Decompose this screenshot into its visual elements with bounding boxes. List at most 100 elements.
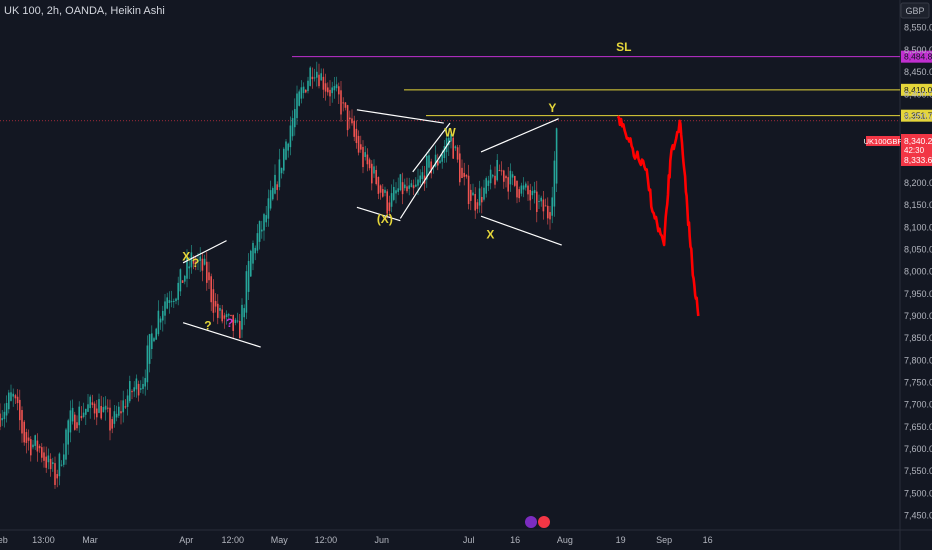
- candle-body: [12, 393, 14, 397]
- candle-body: [474, 193, 476, 211]
- candle-body: [470, 189, 472, 201]
- candle-body: [192, 259, 195, 264]
- y-tick-label: 8,400.0: [904, 89, 932, 99]
- candle-body: [252, 242, 254, 264]
- candle-body: [500, 170, 503, 172]
- level-tag: [901, 50, 932, 63]
- dividend-icon[interactable]: [525, 516, 537, 528]
- candle-body: [230, 314, 232, 316]
- candle-body: [164, 301, 166, 316]
- y-tick-label: 8,450.0: [904, 67, 932, 77]
- candle-body: [408, 185, 410, 189]
- candle-body: [465, 174, 468, 177]
- level-label: 8,484.8: [904, 52, 932, 62]
- y-tick-label: 8,500.0: [904, 45, 932, 55]
- wave-label: X: [182, 250, 190, 264]
- candle-body: [529, 189, 531, 201]
- candle-body: [208, 272, 210, 281]
- candle-body: [175, 298, 177, 302]
- candle-body: [91, 402, 94, 405]
- last-price: 8,340.2: [904, 136, 932, 146]
- candle-body: [155, 328, 157, 340]
- candle-body: [124, 406, 127, 408]
- candle-body: [533, 190, 536, 194]
- candle-body: [98, 399, 100, 413]
- candle-body: [555, 128, 558, 184]
- wave-label: ?: [192, 256, 199, 270]
- candle-body: [269, 190, 272, 209]
- candle-body: [481, 196, 483, 203]
- candle-body: [232, 314, 234, 331]
- candle-body: [421, 172, 424, 180]
- currency-badge[interactable]: GBP: [900, 2, 930, 19]
- candle-body: [16, 396, 19, 404]
- y-tick-label: 7,450.0: [904, 511, 932, 521]
- chart-event-icons[interactable]: [525, 516, 550, 528]
- candle-body: [300, 87, 303, 99]
- candle-body: [78, 406, 80, 426]
- candle-body: [362, 146, 364, 168]
- x-tick-label: Apr: [179, 535, 193, 545]
- candle-body: [151, 333, 153, 349]
- candle-body: [549, 212, 551, 220]
- candle-body: [157, 310, 160, 335]
- candle-body: [280, 167, 283, 174]
- candle-body: [404, 184, 406, 189]
- level-label: 8,410.0: [904, 85, 932, 95]
- candle-body: [401, 182, 404, 195]
- candle-body: [34, 435, 36, 446]
- candle-body: [415, 184, 417, 187]
- candle-body: [173, 300, 175, 302]
- candle-body: [27, 437, 30, 441]
- candle-body: [181, 280, 184, 283]
- candle-body: [318, 74, 320, 87]
- candle-body: [377, 177, 380, 194]
- candle-body: [219, 308, 221, 311]
- candle-body: [65, 429, 67, 460]
- candle-body: [353, 120, 355, 137]
- candle-body: [23, 421, 25, 443]
- candle-body: [368, 159, 371, 169]
- candle-body: [146, 345, 149, 383]
- candle-body: [511, 174, 514, 178]
- candle-body: [522, 185, 525, 190]
- wave-label: ?: [226, 316, 233, 330]
- candle-body: [371, 163, 373, 184]
- candle-body: [162, 310, 164, 321]
- candle-body: [69, 410, 72, 433]
- candle-body: [85, 408, 87, 415]
- candle-body: [47, 455, 50, 463]
- candle-body: [102, 407, 105, 413]
- candle-body: [159, 318, 162, 323]
- earnings-icon[interactable]: [538, 516, 550, 528]
- candle-body: [153, 338, 155, 342]
- candle-body: [355, 128, 358, 144]
- candle-body: [553, 160, 556, 207]
- candle-body: [245, 271, 248, 313]
- candle-body: [309, 67, 311, 86]
- candle-body: [71, 407, 74, 422]
- candle-body: [113, 411, 116, 424]
- candle-body: [443, 146, 446, 159]
- x-tick-label: Feb: [0, 535, 8, 545]
- y-tick-label: 8,050.0: [904, 244, 932, 254]
- y-tick-label: 7,650.0: [904, 422, 932, 432]
- candle-body: [104, 405, 107, 410]
- candle-body: [74, 414, 76, 430]
- candle-body: [472, 192, 474, 196]
- candle-body: [217, 303, 219, 318]
- candle-body: [503, 170, 505, 182]
- candle-body: [410, 183, 413, 188]
- x-tick-label: Aug: [557, 535, 573, 545]
- last-price-tag[interactable]: UK100GBP 8,340.2 42:30 8,333.6: [864, 134, 932, 166]
- candle-body: [179, 269, 182, 292]
- candle-body: [100, 406, 102, 419]
- candle-body: [417, 179, 419, 186]
- candle-body: [21, 410, 23, 434]
- candle-body: [437, 160, 439, 166]
- candle-body: [258, 221, 261, 242]
- candle-body: [349, 117, 351, 120]
- candle-body: [450, 134, 452, 142]
